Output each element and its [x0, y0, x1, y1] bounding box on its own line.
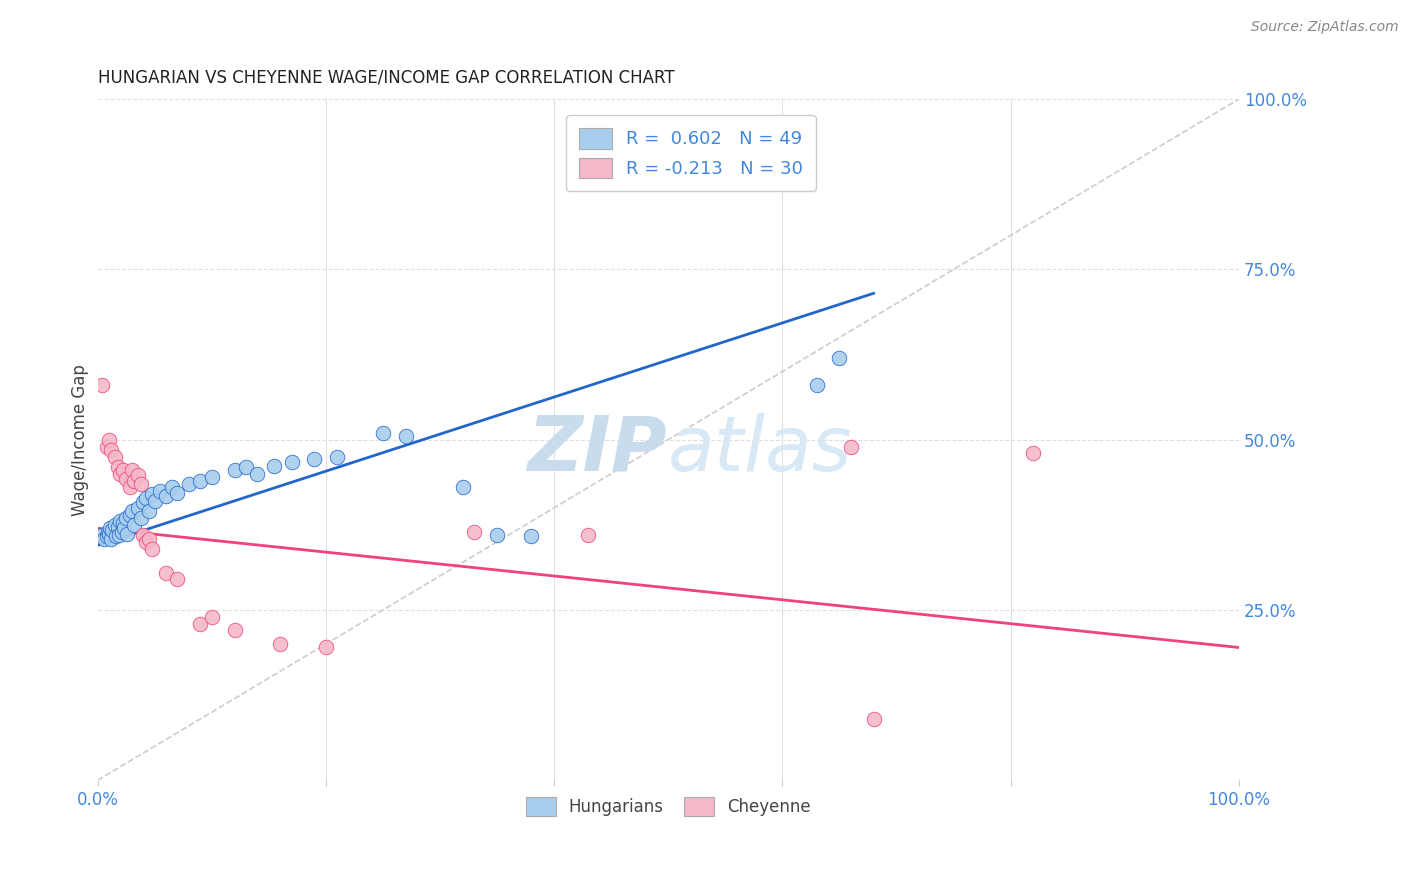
Point [98, 433, 121, 447]
Point [118, 480, 141, 494]
Y-axis label: Wage/Income Gap: Wage/Income Gap [72, 364, 89, 516]
Point [111, 463, 134, 477]
Point [112, 521, 135, 535]
Point [141, 487, 163, 501]
Point [118, 508, 141, 522]
Point [201, 610, 224, 624]
Point [98, 526, 121, 541]
Text: ZIP: ZIP [529, 413, 668, 487]
Point [839, 440, 862, 454]
Point [107, 520, 129, 534]
Point [115, 472, 138, 486]
Point [134, 491, 156, 505]
Point [188, 474, 211, 488]
Point [122, 474, 145, 488]
Point [166, 573, 188, 587]
Point [166, 486, 188, 500]
Point [97, 524, 120, 539]
Point [224, 463, 246, 477]
Point [269, 637, 291, 651]
Point [576, 528, 599, 542]
Point [104, 529, 127, 543]
Point [96, 529, 118, 543]
Point [806, 378, 828, 392]
Point [121, 463, 143, 477]
Point [115, 511, 138, 525]
Point [104, 517, 127, 532]
Point [111, 516, 134, 530]
Point [110, 524, 132, 539]
Point [155, 489, 177, 503]
Point [177, 477, 200, 491]
Point [201, 470, 224, 484]
Point [101, 523, 124, 537]
Text: atlas: atlas [668, 413, 852, 487]
Point [371, 425, 394, 440]
Point [326, 450, 349, 464]
Point [141, 541, 163, 556]
Point [224, 624, 246, 638]
Point [129, 477, 152, 491]
Point [122, 517, 145, 532]
Point [110, 467, 132, 481]
Point [127, 500, 149, 515]
Point [100, 532, 122, 546]
Point [315, 640, 337, 655]
Point [98, 521, 121, 535]
Point [117, 526, 139, 541]
Point [91, 378, 114, 392]
Point [235, 460, 257, 475]
Point [1022, 446, 1045, 460]
Point [121, 504, 143, 518]
Text: Source: ZipAtlas.com: Source: ZipAtlas.com [1251, 20, 1399, 34]
Point [485, 528, 508, 542]
Point [395, 429, 418, 443]
Point [134, 535, 156, 549]
Point [520, 529, 543, 543]
Point [246, 467, 269, 481]
Point [263, 458, 285, 473]
Point [828, 351, 851, 365]
Point [132, 495, 155, 509]
Point [127, 468, 149, 483]
Point [107, 460, 129, 475]
Point [463, 524, 485, 539]
Point [451, 480, 474, 494]
Point [138, 532, 160, 546]
Point [149, 483, 172, 498]
Legend: Hungarians, Cheyenne: Hungarians, Cheyenne [519, 790, 817, 823]
Point [155, 566, 177, 580]
Point [96, 440, 118, 454]
Point [862, 712, 884, 726]
Point [108, 528, 131, 542]
Point [110, 515, 132, 529]
Point [138, 504, 160, 518]
Point [91, 528, 114, 542]
Point [129, 511, 152, 525]
Point [100, 442, 122, 457]
Point [132, 528, 155, 542]
Point [143, 494, 166, 508]
Point [188, 616, 211, 631]
Point [160, 480, 183, 494]
Point [304, 451, 326, 466]
Point [93, 532, 115, 546]
Text: HUNGARIAN VS CHEYENNE WAGE/INCOME GAP CORRELATION CHART: HUNGARIAN VS CHEYENNE WAGE/INCOME GAP CO… [97, 69, 675, 87]
Point [280, 454, 302, 468]
Point [104, 450, 127, 464]
